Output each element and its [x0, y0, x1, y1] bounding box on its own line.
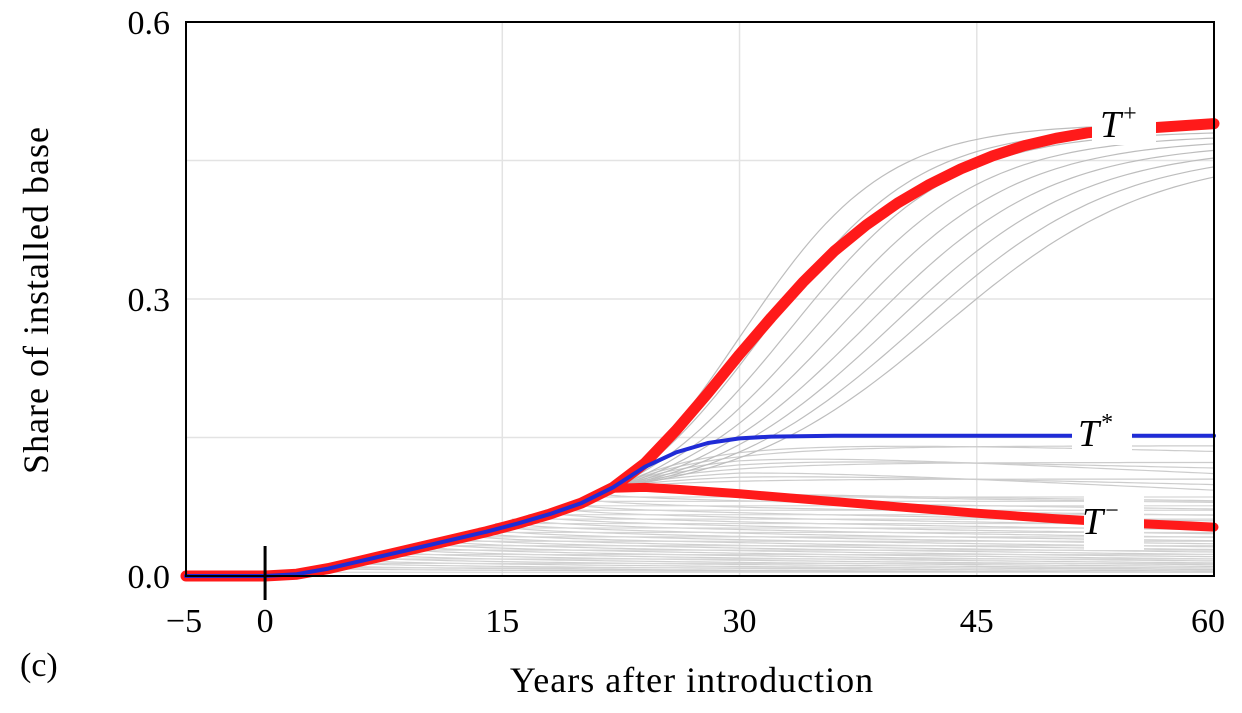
- y-axis-label: Share of installed base: [16, 126, 56, 474]
- series-lines: [180, 118, 1220, 582]
- x-tick-label: 15: [485, 603, 519, 640]
- background-curves: [186, 123, 1215, 577]
- x-tick-label: 0: [257, 603, 274, 640]
- x-tick-label: −5: [166, 603, 202, 640]
- background-curve: [186, 127, 1215, 577]
- y-tick-label: 0.0: [128, 559, 171, 596]
- series-label-background: [1092, 93, 1156, 145]
- plot-frame: [185, 21, 1215, 577]
- panel-label: (c): [20, 647, 58, 684]
- y-tick-labels: 0.0 0.3 0.6: [128, 5, 171, 596]
- series-label-background: [1072, 402, 1132, 454]
- series-label-t-minus: T−: [1082, 498, 1119, 543]
- y-tick-label: 0.3: [128, 282, 171, 319]
- background-curve: [186, 123, 1215, 577]
- x-tick-label: 30: [723, 603, 757, 640]
- series-line-t-plus: [180, 118, 1220, 582]
- x-axis-label: Years after introduction: [510, 660, 874, 700]
- x-tick-label: 45: [960, 603, 994, 640]
- series-label-t-plus: T+: [1100, 101, 1137, 146]
- series-labels: T+ T* T−: [1072, 93, 1156, 550]
- series-label-t-star: T*: [1078, 410, 1113, 455]
- x-tick-label: 60: [1191, 603, 1225, 640]
- x-tick-labels: −5 0 15 30 45 60: [166, 603, 1225, 640]
- series-line-t-star: [184, 433, 1216, 578]
- y-tick-label: 0.6: [128, 5, 171, 42]
- series-label-background: [1084, 492, 1144, 550]
